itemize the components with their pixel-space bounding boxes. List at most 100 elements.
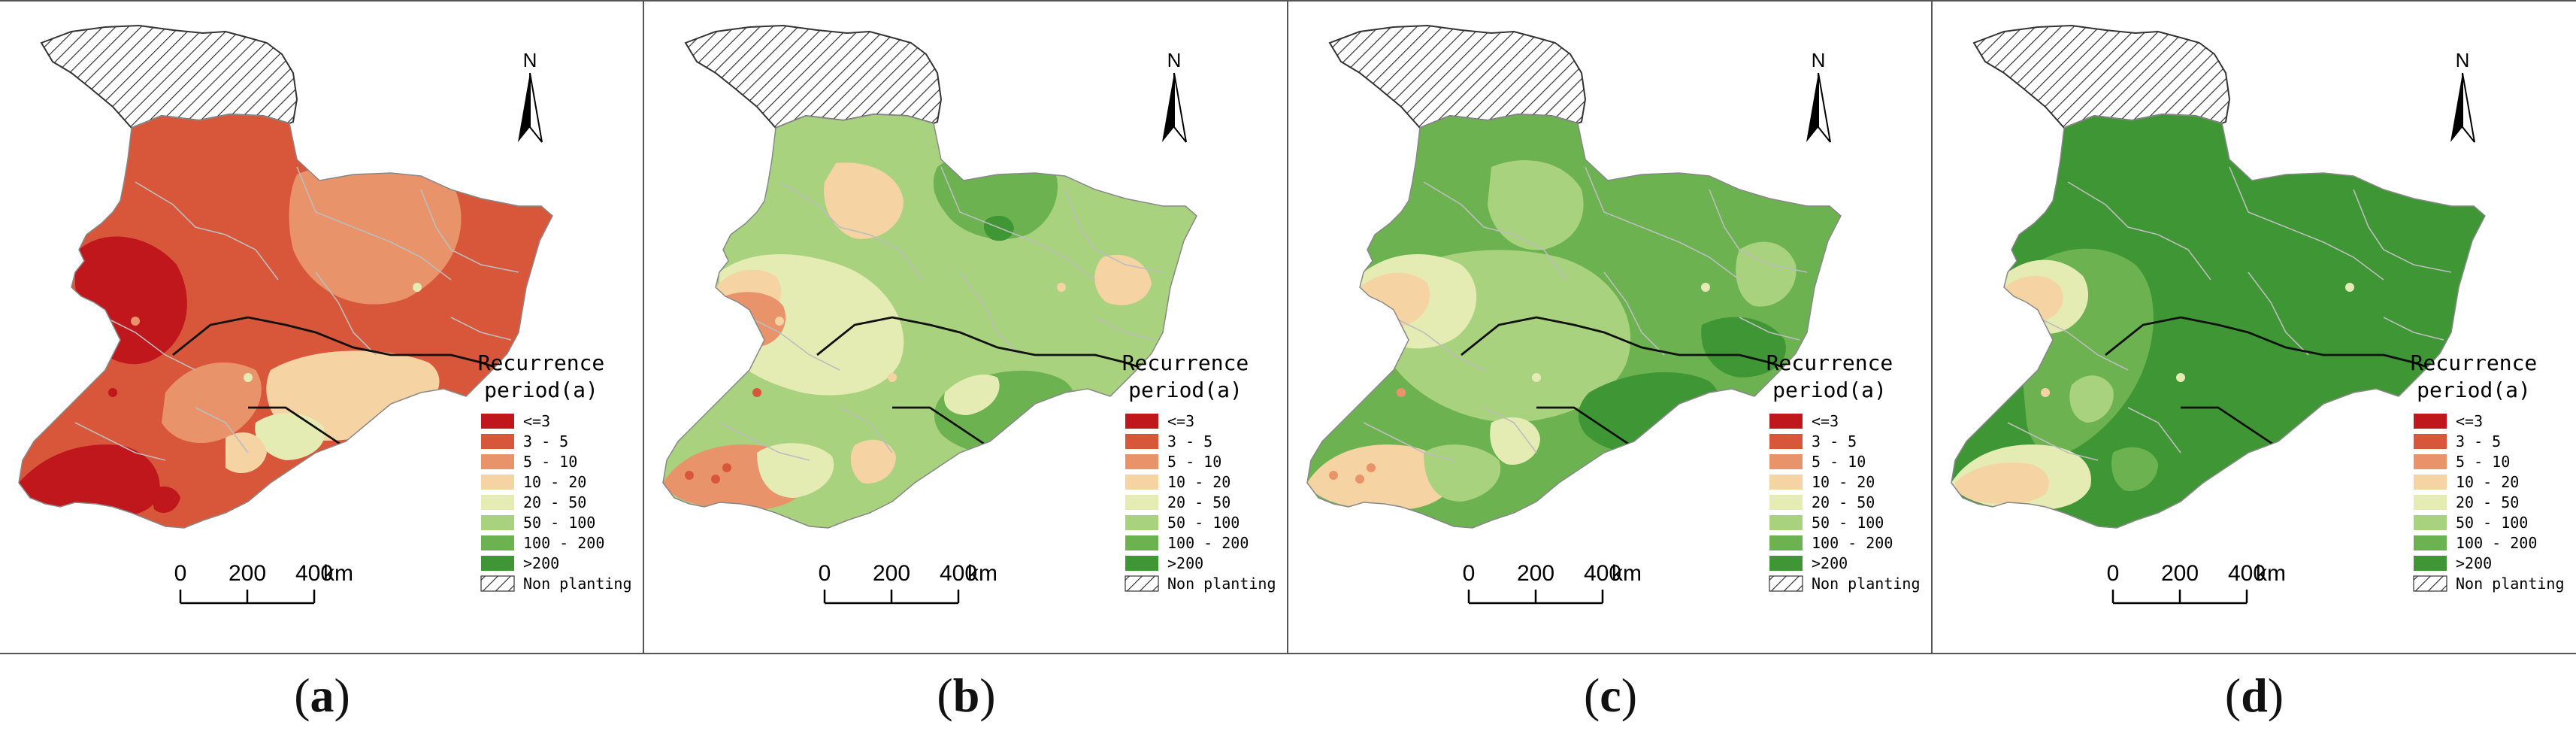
- north-arrow-icon: [1162, 72, 1187, 143]
- north-arrow-icon: [2450, 72, 2475, 143]
- county-boundary-2: [420, 189, 519, 273]
- dot-marker-4: [2063, 317, 2072, 326]
- legend-label-2: 5 - 10: [1812, 453, 1866, 471]
- legend-swatch-5: [1125, 515, 1158, 530]
- scale-tick-label-0: 0: [174, 561, 187, 586]
- recurrence-zones: [663, 114, 1197, 528]
- legend-label-6: 100 - 200: [523, 534, 604, 552]
- legend-swatch-7: [481, 556, 514, 571]
- legend-swatch-8: [480, 575, 515, 592]
- dot-marker-4: [1419, 317, 1428, 326]
- dot-marker-1: [711, 475, 720, 484]
- county-boundary-3: [2037, 317, 2129, 371]
- county-boundary-7: [839, 407, 893, 453]
- non-planting-region: [684, 24, 943, 129]
- county-boundary-5: [959, 271, 1021, 356]
- legend: Recurrence period(a) <=3 3 - 5 5 - 10 10 - 20…: [2411, 350, 2565, 593]
- legend-swatch-7: [2414, 556, 2447, 571]
- dot-marker-4: [775, 317, 784, 326]
- zone-3: [2004, 276, 2063, 322]
- county-boundary-1: [2229, 166, 2384, 281]
- dot-marker-3: [41, 471, 50, 480]
- zone-7: [226, 432, 267, 474]
- north-arrow-icon: [1806, 72, 1831, 143]
- county-boundary-2: [2353, 189, 2452, 273]
- north-arrow-icon: [518, 72, 543, 143]
- county-boundary-4: [2007, 422, 2099, 461]
- county-boundary-4: [719, 422, 810, 461]
- scale-tick-label-2: 400: [2228, 561, 2266, 586]
- scale-unit-label: km: [967, 561, 997, 586]
- legend: Recurrence period(a) <=3 3 - 5 5 - 10 10 - 20…: [1122, 350, 1276, 593]
- legend-label-4: 20 - 50: [1167, 493, 1230, 511]
- legend-swatch-8: [2413, 575, 2447, 592]
- legend-label-6: 100 - 200: [1812, 534, 1893, 552]
- county-boundary-5: [2248, 271, 2309, 356]
- dot-marker-4: [131, 317, 140, 326]
- county-boundary-1: [296, 166, 452, 281]
- non-planting-region: [1328, 24, 1587, 129]
- dot-marker-0: [752, 388, 761, 397]
- legend-swatch-2: [1769, 454, 1803, 469]
- scale-tick-label-1: 200: [873, 561, 910, 586]
- legend-swatch-0: [1125, 414, 1158, 429]
- legend-label-8: Non planting: [1812, 575, 1921, 593]
- legend-label-0: <=3: [523, 412, 550, 430]
- legend-swatch-1: [2414, 434, 2447, 449]
- legend-title-line2: period(a): [2417, 378, 2531, 402]
- dot-marker-5: [244, 373, 253, 382]
- legend-label-3: 10 - 20: [2456, 473, 2519, 491]
- legend-label-1: 3 - 5: [1167, 432, 1212, 450]
- caption-d: (d): [2224, 669, 2284, 722]
- scale-unit-label: km: [323, 561, 353, 586]
- county-boundary-3: [104, 317, 196, 371]
- region-outline: [18, 114, 553, 529]
- legend-label-0: <=3: [1812, 412, 1839, 430]
- dot-marker-2: [78, 463, 87, 472]
- legend-swatch-7: [1125, 556, 1158, 571]
- legend-swatch-4: [1769, 495, 1803, 510]
- dot-marker-1: [1355, 475, 1364, 484]
- zone-6: [2069, 375, 2114, 423]
- legend-label-7: >200: [1812, 554, 1848, 572]
- county-boundary-2: [1064, 189, 1164, 273]
- legend-label-7: >200: [2456, 554, 2492, 572]
- legend-label-5: 50 - 100: [1167, 514, 1240, 532]
- scale-tick-label-2: 400: [295, 561, 333, 586]
- county-boundary-1: [1585, 166, 1740, 281]
- non-planting-region: [1972, 24, 2231, 129]
- legend-swatch-4: [2414, 495, 2447, 510]
- legend-label-3: 10 - 20: [1812, 473, 1875, 491]
- scale-tick-label-0: 0: [1463, 561, 1476, 586]
- legend-label-6: 100 - 200: [2456, 534, 2537, 552]
- dot-marker-1: [1999, 475, 2008, 484]
- zone-4: [162, 362, 262, 444]
- county-boundary-7: [1483, 407, 1537, 453]
- north-label: N: [523, 49, 537, 71]
- county-boundary-7: [195, 407, 249, 453]
- caption-b: (b): [937, 669, 996, 722]
- legend-swatch-7: [1769, 556, 1803, 571]
- legend-label-7: >200: [1167, 554, 1203, 572]
- legend-swatch-5: [481, 515, 514, 530]
- legend-swatch-0: [2414, 414, 2447, 429]
- map-panel-c: N 0 200 400 km Recurrence period(a) <=3 3 - 5 5 -…: [1288, 2, 1933, 653]
- north-label: N: [1167, 49, 1182, 71]
- county-boundary-4: [74, 422, 166, 461]
- north-label: N: [2456, 49, 2470, 71]
- non-planting-region: [40, 24, 298, 129]
- legend-label-3: 10 - 20: [523, 473, 586, 491]
- legend-swatch-0: [1769, 414, 1803, 429]
- legend-swatch-3: [1769, 475, 1803, 490]
- legend-swatch-8: [1125, 575, 1159, 592]
- legend-swatch-2: [2414, 454, 2447, 469]
- legend-label-2: 5 - 10: [523, 453, 577, 471]
- legend-swatch-0: [481, 414, 514, 429]
- legend-swatch-3: [481, 475, 514, 490]
- legend-label-2: 5 - 10: [1167, 453, 1221, 471]
- legend-label-0: <=3: [2456, 412, 2483, 430]
- county-boundary-2: [1709, 189, 1808, 273]
- legend-swatch-4: [481, 495, 514, 510]
- legend-label-1: 3 - 5: [1812, 432, 1857, 450]
